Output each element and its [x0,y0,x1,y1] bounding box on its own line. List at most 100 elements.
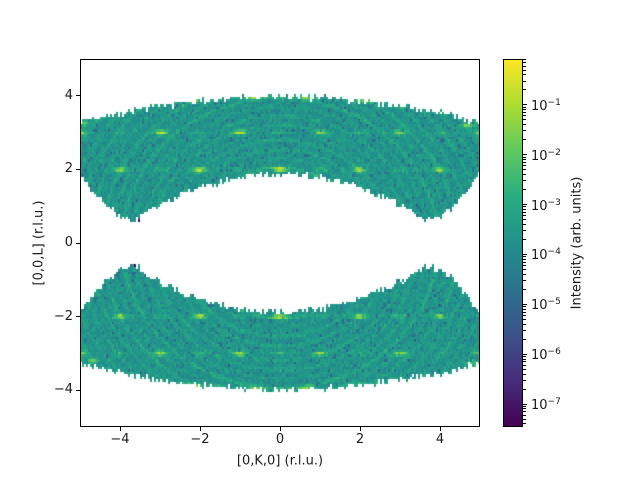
x-tick-mark [119,427,121,431]
colorbar-minor-tick [523,230,526,232]
colorbar-minor-tick [523,180,526,182]
x-tick-label: 4 [435,432,445,447]
colorbar-minor-tick [523,411,526,413]
colorbar-tick-label: 10−7 [531,396,561,414]
colorbar-minor-tick [523,161,526,163]
x-tick-label: 0 [275,432,285,447]
heatmap-canvas [80,59,480,427]
colorbar-minor-tick [523,314,526,316]
y-tick-mark [76,95,80,97]
colorbar-minor-tick [523,418,526,420]
colorbar-minor-tick [523,323,526,325]
colorbar-minor-tick [523,273,526,275]
colorbar-minor-tick [523,106,526,108]
x-tick-label: −2 [190,432,210,447]
colorbar-minor-tick [523,256,526,258]
colorbar-minor-tick [523,109,526,111]
colorbar-tick-label: 10−2 [531,147,561,164]
colorbar-minor-tick [523,62,526,64]
y-tick-label: 0 [64,235,73,250]
colorbar-minor-tick [523,219,526,221]
colorbar-gradient [503,59,523,427]
colorbar-minor-tick [523,308,526,310]
colorbar-minor-tick [523,261,526,263]
colorbar-minor-tick [523,306,526,308]
colorbar-minor-tick [523,311,526,313]
y-tick-label: −2 [53,308,73,324]
x-tick-label: −4 [110,432,130,447]
colorbar-minor-tick [523,288,526,290]
colorbar-tick-label: 10−4 [531,247,561,264]
colorbar-minor-tick [523,280,526,282]
colorbar-minor-tick [523,169,526,171]
colorbar-major-tick [523,204,527,206]
colorbar-minor-tick [523,373,526,375]
colorbar-minor-tick [523,119,526,121]
colorbar-minor-tick [523,80,526,82]
colorbar-minor-tick [523,139,526,141]
y-tick-mark [76,389,80,391]
colorbar-minor-tick [523,265,526,267]
y-tick-mark [76,242,80,244]
colorbar-minor-tick [523,364,526,366]
colorbar-tick-label: 10−6 [531,347,561,364]
colorbar-minor-tick [523,318,526,320]
colorbar-tick-label: 10−5 [531,297,561,314]
colorbar-minor-tick [523,156,526,158]
colorbar-minor-tick [523,329,526,331]
colorbar-major-tick [523,353,527,355]
colorbar-minor-tick [523,211,526,213]
colorbar-minor-tick [523,130,526,132]
colorbar-minor-tick [523,59,526,61]
colorbar-minor-tick [523,358,526,360]
colorbar-minor-tick [523,89,526,91]
colorbar-major-tick [523,403,527,405]
colorbar-minor-tick [523,388,526,390]
colorbar-major-tick [523,303,527,305]
colorbar-minor-tick [523,258,526,260]
colorbar-minor-tick [523,338,526,340]
colorbar-minor-tick [523,405,526,407]
colorbar-minor-tick [523,159,526,161]
colorbar-minor-tick [523,69,526,71]
colorbar-tick-label: 10−1 [531,97,561,115]
colorbar-minor-tick [523,115,526,117]
x-tick-mark [279,427,281,431]
y-tick-mark [76,316,80,318]
colorbar-minor-tick [523,165,526,167]
y-tick-label: −4 [53,382,73,398]
colorbar-minor-tick [523,379,526,381]
colorbar-minor-tick [523,355,526,357]
colorbar-minor-tick [523,423,526,425]
colorbar-minor-tick [523,189,526,191]
colorbar-minor-tick [523,65,526,67]
colorbar-minor-tick [523,238,526,240]
x-tick-mark [359,427,361,431]
x-tick-label: 2 [355,432,365,447]
colorbar-label: Intensity (arb. units) [569,176,585,310]
colorbar-tick-label: 10−3 [531,197,561,214]
y-tick-label: 4 [64,87,73,103]
x-tick-mark [199,427,201,431]
y-tick-label: 2 [64,161,73,177]
colorbar-minor-tick [523,208,526,210]
colorbar-minor-tick [523,206,526,208]
colorbar-minor-tick [523,223,526,225]
colorbar-major-tick [523,253,527,255]
colorbar-minor-tick [523,174,526,176]
colorbar-minor-tick [523,414,526,416]
colorbar-minor-tick [523,368,526,370]
x-axis-label: [0,K,0] (r.l.u.) [236,453,324,469]
colorbar-major-tick [523,154,527,156]
y-tick-mark [76,168,80,170]
colorbar-minor-tick [523,215,526,217]
colorbar-minor-tick [523,268,526,270]
colorbar-minor-tick [523,74,526,76]
colorbar-minor-tick [523,408,526,410]
colorbar-major-tick [523,104,527,106]
y-axis-label: [0,0,L] (r.l.u.) [31,200,47,286]
colorbar-minor-tick [523,112,526,114]
x-tick-mark [439,427,441,431]
colorbar-minor-tick [523,361,526,363]
